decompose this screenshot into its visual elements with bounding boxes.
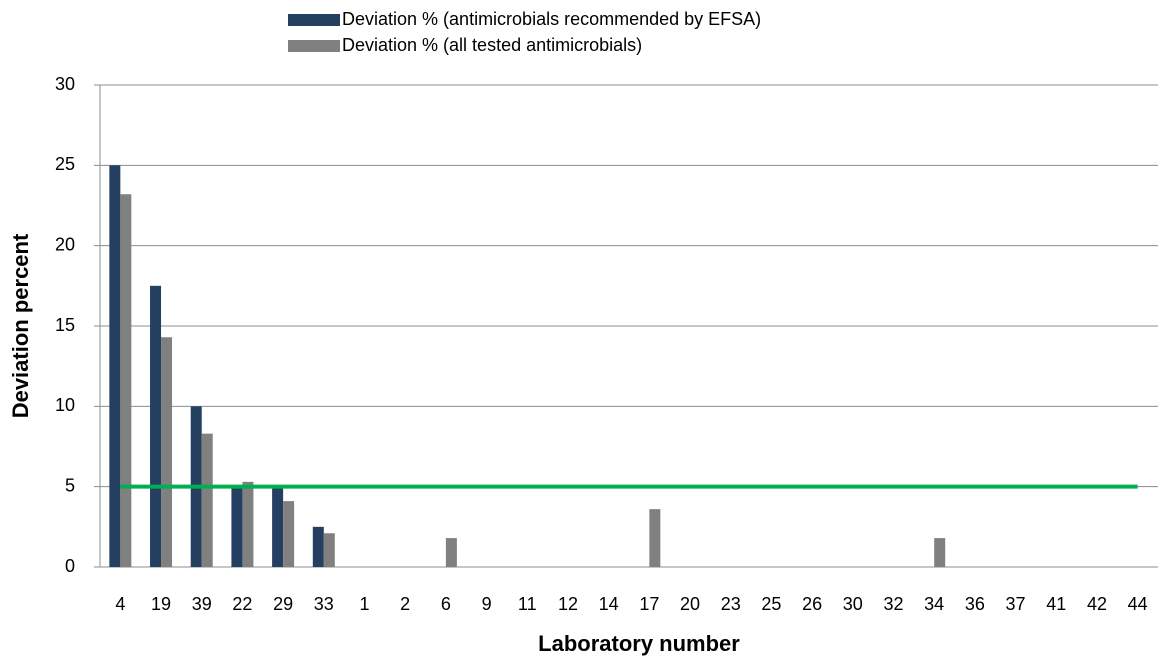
bar (283, 501, 295, 567)
bar (231, 486, 243, 567)
x-tick-label: 32 (883, 594, 903, 614)
x-tick-label: 36 (965, 594, 985, 614)
x-tick-label: 2 (400, 594, 410, 614)
bar (272, 486, 284, 567)
x-tick-label: 14 (599, 594, 619, 614)
x-tick-label: 17 (639, 594, 659, 614)
bar (445, 538, 457, 567)
y-tick-label: 20 (55, 234, 75, 254)
bar (150, 285, 162, 567)
x-tick-label: 11 (518, 594, 537, 614)
x-tick-label: 25 (761, 594, 781, 614)
x-tick-label: 12 (558, 594, 578, 614)
bar (242, 481, 254, 567)
y-tick-label: 25 (55, 154, 75, 174)
y-tick-label: 0 (65, 556, 75, 576)
bar (649, 509, 661, 567)
x-tick-label: 6 (441, 594, 451, 614)
x-tick-label: 23 (721, 594, 741, 614)
y-tick-label: 15 (55, 315, 75, 335)
y-tick-label: 10 (55, 395, 75, 415)
bar (934, 538, 946, 567)
x-tick-label: 37 (1006, 594, 1026, 614)
x-tick-label: 29 (273, 594, 293, 614)
legend-label: Deviation % (all tested antimicrobials) (342, 35, 642, 55)
x-tick-label: 39 (192, 594, 212, 614)
legend-swatch (288, 40, 340, 52)
legend-label: Deviation % (antimicrobials recommended … (342, 9, 761, 29)
x-tick-label: 41 (1046, 594, 1066, 614)
bar (201, 433, 213, 567)
x-tick-label: 30 (843, 594, 863, 614)
x-tick-label: 42 (1087, 594, 1107, 614)
bar (109, 165, 121, 568)
y-axis-title: Deviation percent (8, 233, 33, 418)
x-axis-title: Laboratory number (538, 631, 740, 656)
x-tick-label: 4 (115, 594, 125, 614)
x-tick-label: 9 (482, 594, 492, 614)
x-tick-label: 34 (924, 594, 944, 614)
x-tick-label: 22 (232, 594, 252, 614)
legend-swatch (288, 14, 340, 26)
x-tick-label: 26 (802, 594, 822, 614)
x-tick-label: 44 (1128, 594, 1148, 614)
bar (312, 526, 324, 567)
x-tick-label: 19 (151, 594, 171, 614)
bar (161, 337, 173, 567)
x-tick-label: 1 (359, 594, 369, 614)
bar (120, 194, 132, 567)
x-tick-label: 33 (314, 594, 334, 614)
y-tick-label: 30 (55, 74, 75, 94)
bar (323, 533, 335, 567)
y-tick-label: 5 (65, 475, 75, 495)
x-tick-label: 20 (680, 594, 700, 614)
